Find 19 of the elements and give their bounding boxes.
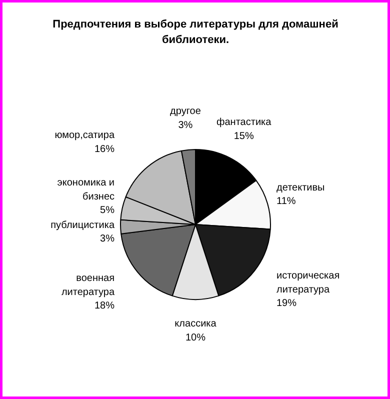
data-label: 19%	[276, 298, 297, 310]
data-label: 18%	[94, 300, 115, 312]
slice-label: классика	[174, 318, 217, 330]
slice-label: военная литература	[61, 273, 115, 298]
slice-label: публицистика	[50, 220, 115, 231]
data-label: 11%	[276, 196, 296, 208]
data-label: 15%	[234, 130, 254, 142]
data-label: 3%	[100, 234, 115, 245]
data-label: 5%	[100, 205, 115, 216]
data-label: 3%	[178, 120, 193, 131]
data-label: 16%	[94, 144, 115, 155]
data-label: 10%	[185, 332, 206, 344]
slice-label: историческая литература	[276, 270, 340, 296]
slice-label: юмор,сатира	[54, 130, 115, 142]
chart-title: Предпочтения в выборе литературы для домашней библиотеки.	[52, 18, 338, 46]
slice-label: детективы	[276, 182, 325, 194]
slice-label: фантастика	[216, 117, 272, 128]
slice-label: экономика и бизнес	[57, 178, 114, 202]
slice-label: другое	[170, 106, 202, 118]
